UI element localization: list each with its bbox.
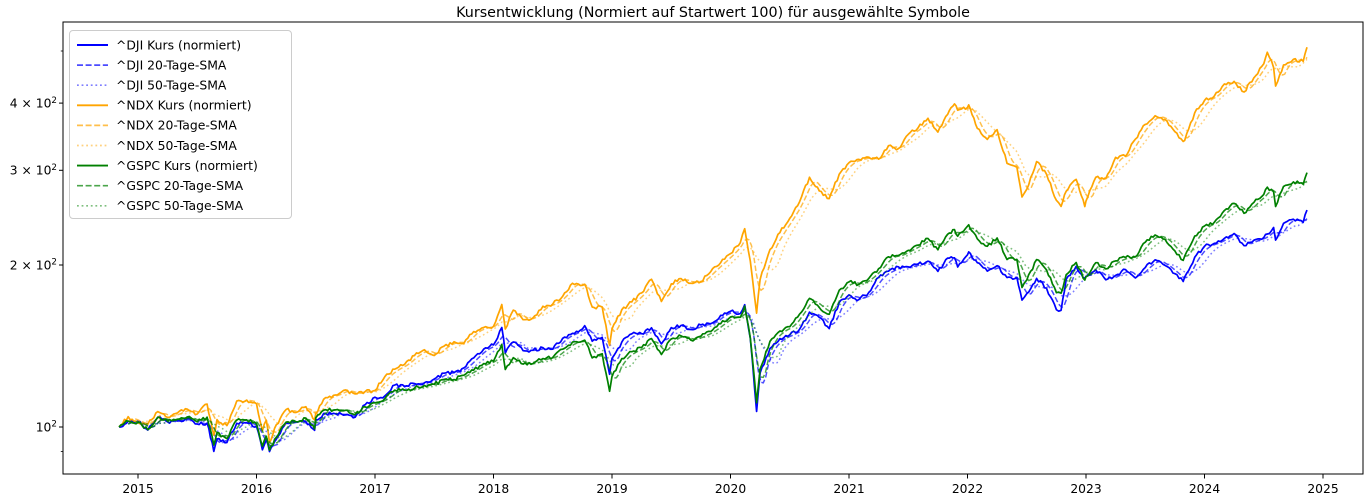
plot-border (62, 21, 1364, 475)
x-tick-label: 2022 (952, 482, 983, 496)
legend-label-dji-kurs: ^DJI Kurs (normiert) (116, 37, 241, 52)
x-tick-label: 2024 (1189, 482, 1220, 496)
x-tick-label: 2023 (1070, 482, 1101, 496)
series-dji-sma20-line (127, 218, 1308, 447)
x-tick-label: 2020 (715, 482, 746, 496)
series-gspc-kurs-line (118, 172, 1308, 451)
series-lines (118, 47, 1308, 453)
series-ndx-kurs-line (118, 47, 1308, 444)
legend-label-gspc-sma50: ^GSPC 50-Tage-SMA (116, 198, 244, 213)
y-tick-label: 102 (36, 420, 57, 435)
legend-label-gspc-sma20: ^GSPC 20-Tage-SMA (116, 178, 244, 193)
series-dji-sma50-line (141, 218, 1308, 442)
x-axis: 2015 2016 2017 2018 2019 2020 2021 2022 2023 2024… (122, 474, 1339, 496)
y-axis: 102 2 × 102 3 × 102 4 × 102 (10, 50, 63, 453)
x-tick-label: 2015 (122, 482, 153, 496)
legend-box (69, 30, 292, 219)
y-tick-label: 4 × 102 (10, 96, 57, 111)
series-dji-kurs-line (119, 209, 1308, 453)
x-tick-label: 2017 (359, 482, 390, 496)
legend-label-dji-sma20: ^DJI 20-Tage-SMA (116, 57, 227, 72)
x-tick-label: 2016 (241, 482, 272, 496)
x-tick-label: 2019 (596, 482, 627, 496)
legend: ^DJI Kurs (normiert) ^DJI 20-Tage-SMA ^DJI… (69, 30, 292, 219)
series-gspc-sma50-line (141, 181, 1308, 440)
x-tick-label: 2018 (478, 482, 509, 496)
series-ndx-sma20-line (127, 56, 1308, 433)
x-tick-label: 2025 (1307, 482, 1338, 496)
series-ndx-sma50-line (141, 58, 1308, 426)
legend-label-gspc-kurs: ^GSPC Kurs (normiert) (116, 158, 258, 173)
y-tick-label: 2 × 102 (10, 258, 57, 273)
legend-label-dji-sma50: ^DJI 50-Tage-SMA (116, 78, 227, 93)
y-tick-label: 3 × 102 (10, 163, 57, 178)
x-tick-label: 2021 (833, 482, 864, 496)
chart-title: Kursentwicklung (Normiert auf Startwert … (456, 5, 970, 21)
legend-label-ndx-sma50: ^NDX 50-Tage-SMA (116, 138, 237, 153)
legend-label-ndx-kurs: ^NDX Kurs (normiert) (116, 98, 252, 113)
series-gspc-sma20-line (127, 180, 1308, 445)
legend-label-ndx-sma20: ^NDX 20-Tage-SMA (116, 118, 237, 133)
